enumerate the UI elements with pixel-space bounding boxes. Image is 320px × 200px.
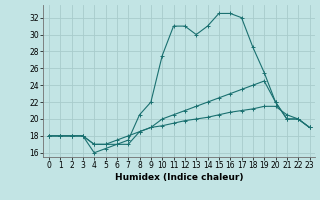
X-axis label: Humidex (Indice chaleur): Humidex (Indice chaleur): [115, 173, 244, 182]
